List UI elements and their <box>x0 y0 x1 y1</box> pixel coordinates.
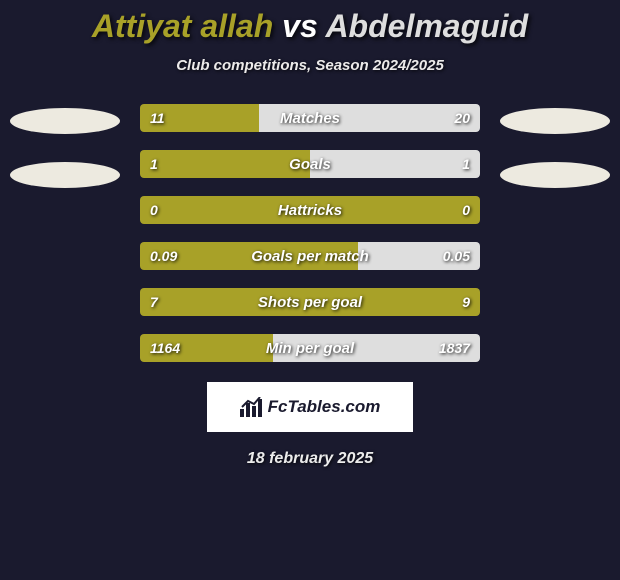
right-avatars <box>500 104 610 188</box>
stat-bar: 00Hattricks <box>140 196 480 224</box>
avatar-placeholder <box>500 162 610 188</box>
avatar-placeholder <box>500 108 610 134</box>
player2-name: Abdelmaguid <box>325 8 528 44</box>
logo-text: FcTables.com <box>268 397 381 417</box>
bar-left-fill <box>140 150 310 178</box>
chart-area: 1120Matches 11Goals 00Hattricks 0.090.05Goa… <box>0 104 620 362</box>
bar-right-fill <box>259 104 480 132</box>
fctables-icon <box>240 397 262 417</box>
vs-label: vs <box>282 8 318 44</box>
bar-right-fill <box>310 150 480 178</box>
comparison-card: Attiyat allah vs Abdelmaguid Club compet… <box>0 0 620 580</box>
stat-bar: 11641837Min per goal <box>140 334 480 362</box>
title: Attiyat allah vs Abdelmaguid <box>92 8 528 45</box>
bar-left-fill <box>140 196 480 224</box>
stat-bars: 1120Matches 11Goals 00Hattricks 0.090.05Goa… <box>140 104 480 362</box>
stat-bar: 0.090.05Goals per match <box>140 242 480 270</box>
subtitle: Club competitions, Season 2024/2025 <box>176 57 444 74</box>
stat-bar: 1120Matches <box>140 104 480 132</box>
bar-left-fill <box>140 288 480 316</box>
bar-left-fill <box>140 242 358 270</box>
stat-bar: 11Goals <box>140 150 480 178</box>
bar-right-fill <box>273 334 480 362</box>
avatar-placeholder <box>10 162 120 188</box>
bar-left-fill <box>140 104 259 132</box>
avatar-placeholder <box>10 108 120 134</box>
player1-name: Attiyat allah <box>92 8 273 44</box>
bar-right-fill <box>358 242 480 270</box>
bar-left-fill <box>140 334 273 362</box>
logo-box: FcTables.com <box>207 382 413 432</box>
left-avatars <box>10 104 120 188</box>
date: 18 february 2025 <box>247 450 373 468</box>
stat-bar: 79Shots per goal <box>140 288 480 316</box>
